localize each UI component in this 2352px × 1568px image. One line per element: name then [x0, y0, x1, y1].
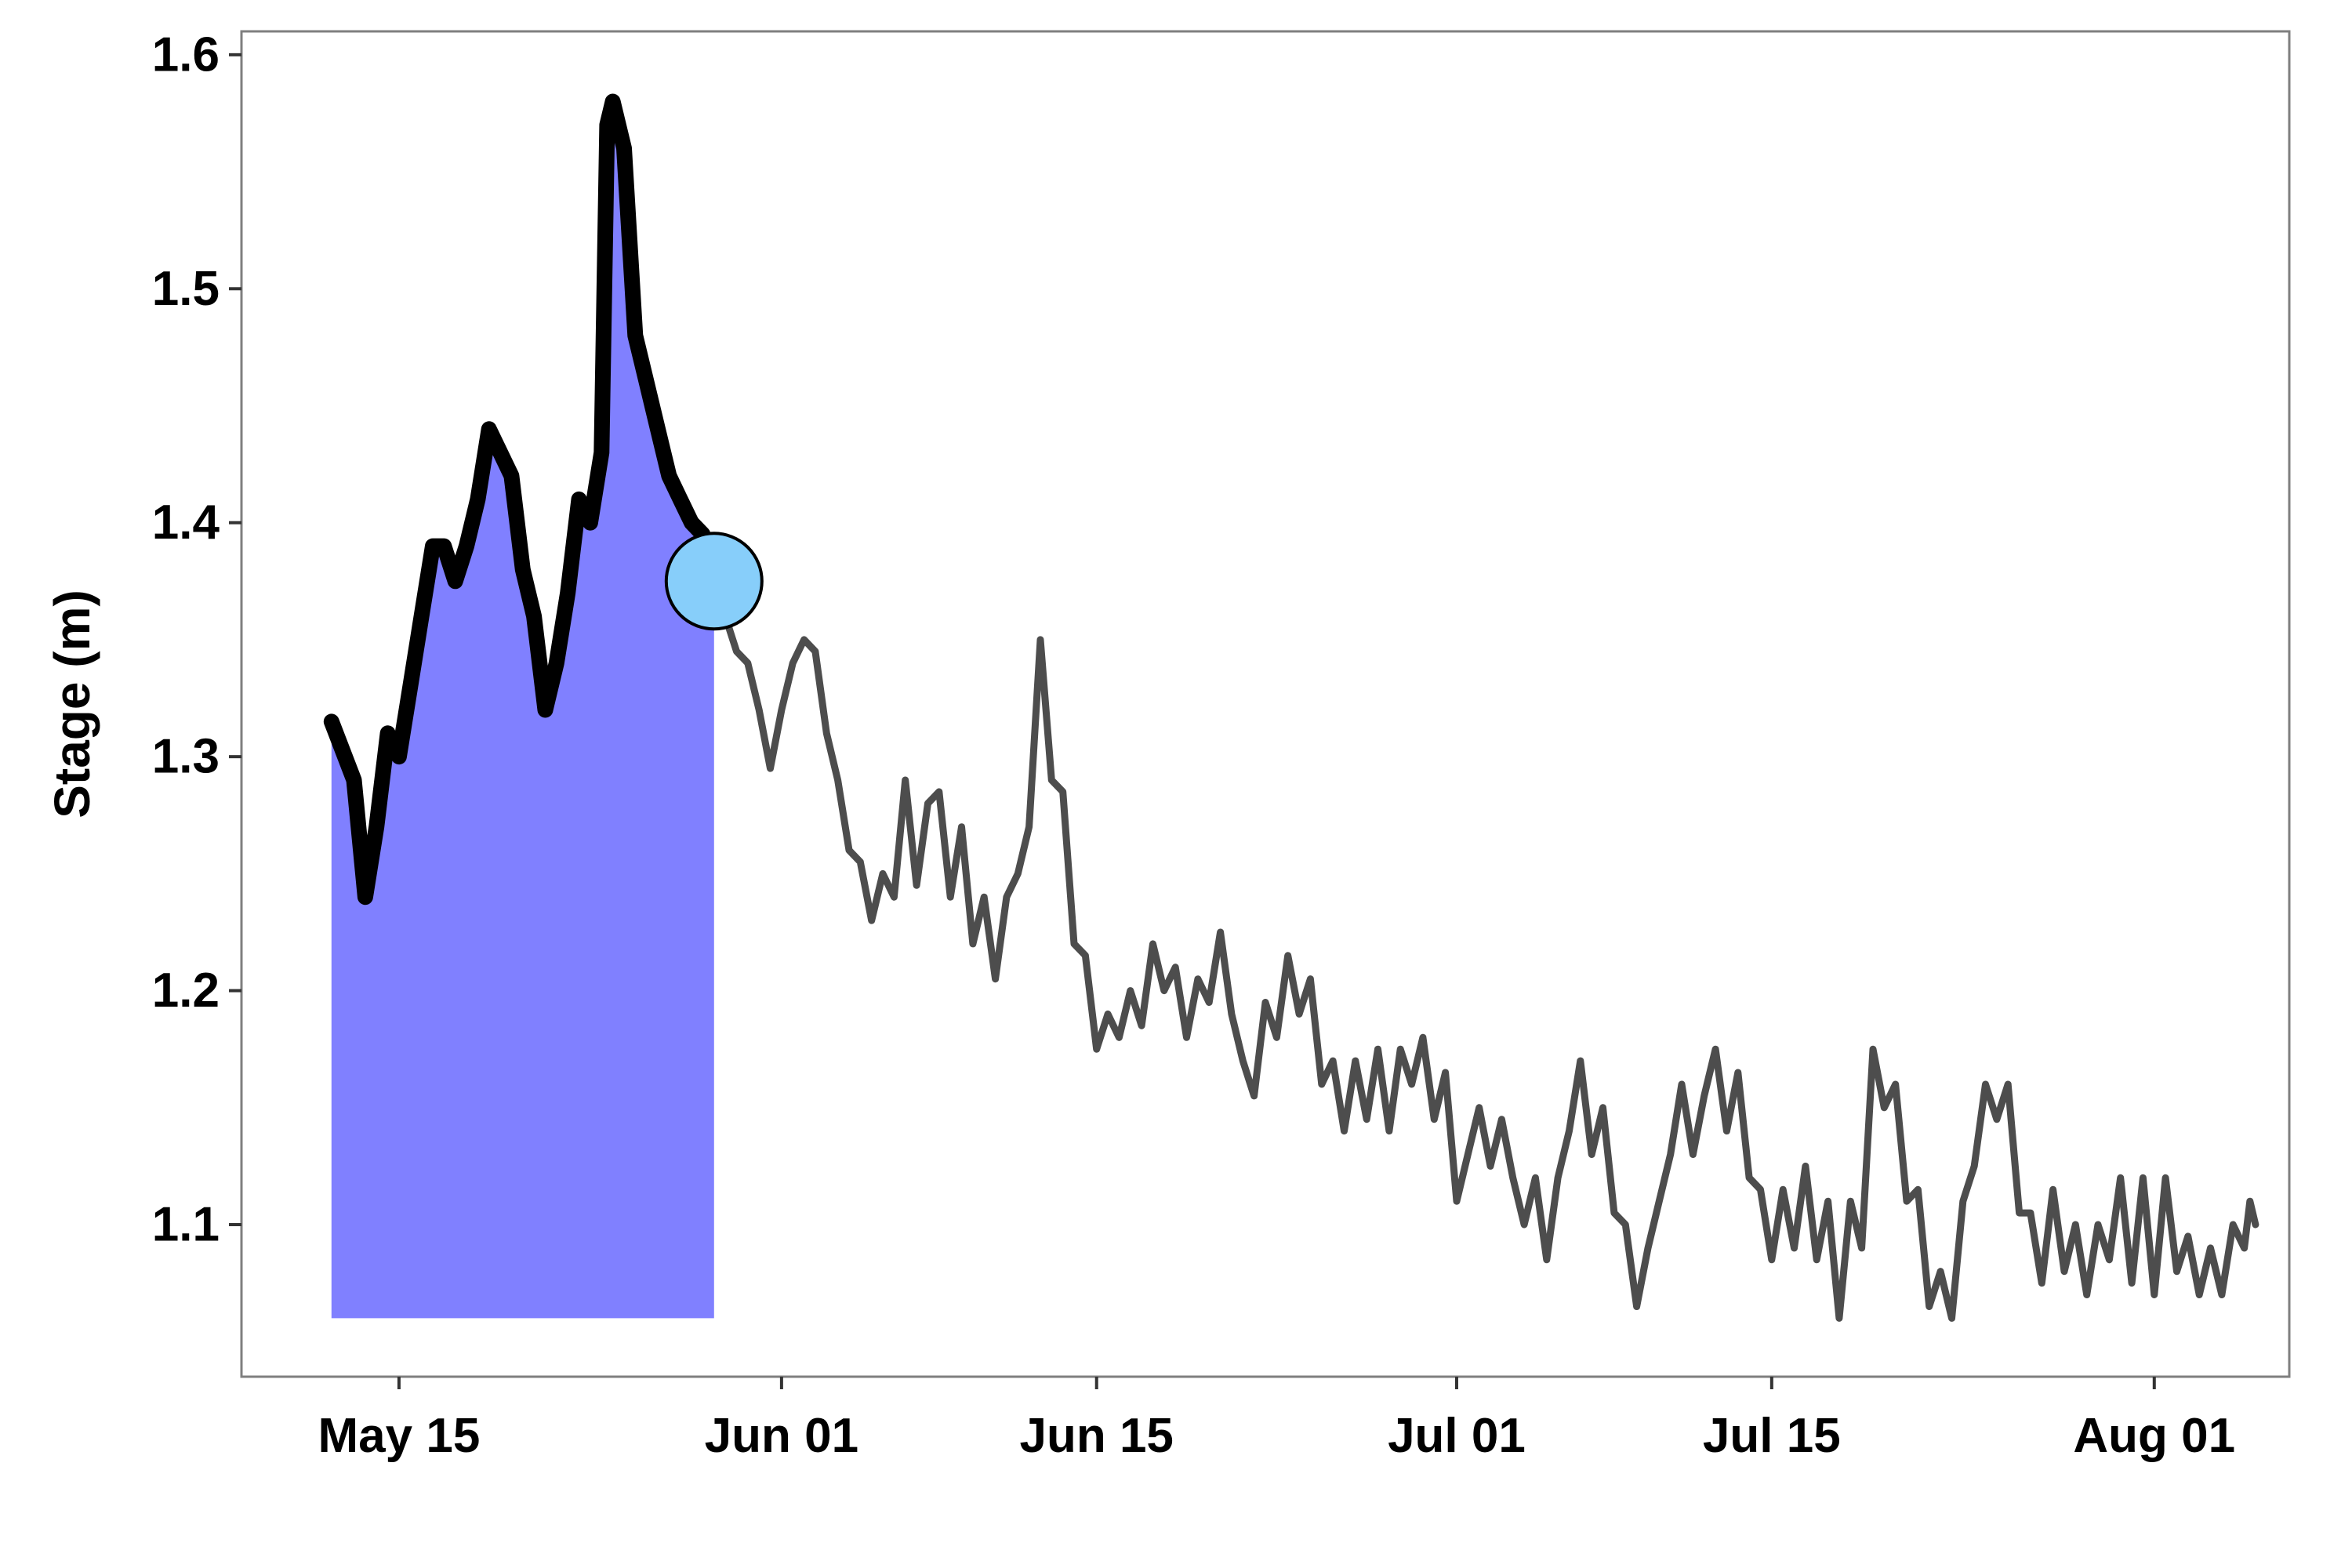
- shaded-region-layer: [331, 101, 714, 1319]
- x-tick-label: Aug 01: [2073, 1409, 2235, 1463]
- plot-area: [240, 30, 2291, 1378]
- marker-layer: [664, 532, 764, 631]
- y-axis-label: Stage (m): [44, 590, 100, 818]
- series-line-thick: [323, 93, 722, 906]
- y-tick-label: 1.2: [152, 964, 220, 1018]
- x-tick-label: Jul 15: [1703, 1409, 1841, 1463]
- y-axis: 1.1 1.2 1.3 1.4 1.5 1.6: [152, 27, 241, 1252]
- y-tick-label: 1.4: [152, 495, 220, 550]
- y-tick-label: 1.6: [152, 27, 220, 82]
- marker-point: [664, 532, 764, 631]
- plot-border: [240, 30, 2291, 1378]
- series-line-thin: [710, 577, 2259, 1322]
- x-tick-label: Jun 01: [705, 1409, 858, 1463]
- y-tick-label: 1.3: [152, 730, 220, 784]
- shaded-area: [331, 101, 714, 1319]
- x-tick-label: Jun 15: [1020, 1409, 1174, 1463]
- series-layer: [323, 93, 2259, 1322]
- x-tick-label: May 15: [318, 1409, 481, 1463]
- x-tick-label: Jul 01: [1388, 1409, 1526, 1463]
- y-tick-label: 1.5: [152, 262, 220, 316]
- x-axis: May 15 Jun 01 Jun 15 Jul 01 Jul 15 Aug 01: [318, 1377, 2235, 1463]
- y-tick-label: 1.1: [152, 1198, 220, 1252]
